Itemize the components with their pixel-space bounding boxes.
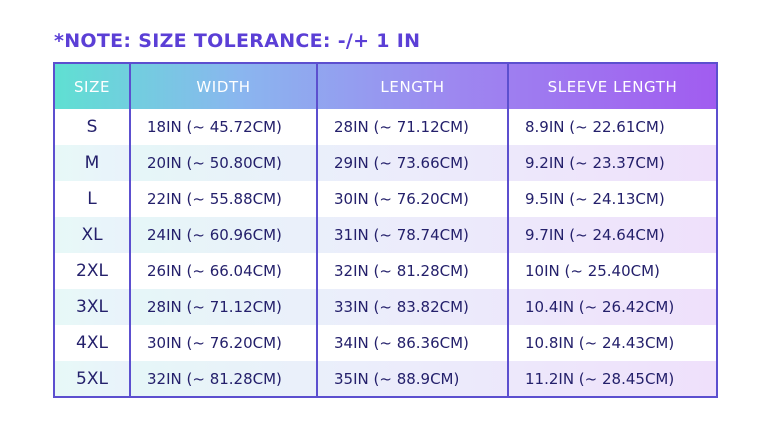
size-cell: XL (54, 217, 130, 253)
size-cell: S (86, 117, 98, 137)
sleeve-length-cell: 9.5IN (~ 24.13CM) (507, 181, 717, 217)
sleeve-length-cell: 10.8IN (~ 24.43CM) (507, 325, 717, 361)
table-header-row: SIZE WIDTH LENGTH SLEEVE LENGTH (54, 63, 717, 109)
table-row: 4XL 30IN (~ 76.20CM) 34IN (~ 86.36CM) 10… (54, 325, 717, 361)
width-cell: 20IN (~ 50.80CM) (129, 145, 317, 181)
header-length: LENGTH (316, 63, 508, 109)
header-size: SIZE (73, 77, 111, 96)
sleeve-length-cell: 10IN (~ 25.40CM) (507, 253, 717, 289)
table-row: 5XL 32IN (~ 81.28CM) 35IN (~ 88.9CM) 11.… (54, 361, 717, 397)
length-cell: 28IN (~ 71.12CM) (316, 109, 508, 145)
size-cell: 4XL (76, 333, 108, 353)
size-cell: L (87, 189, 97, 209)
width-cell: 18IN (~ 45.72CM) (129, 109, 317, 145)
width-cell: 26IN (~ 66.04CM) (129, 253, 317, 289)
table-row: L 22IN (~ 55.88CM) 30IN (~ 76.20CM) 9.5I… (54, 181, 717, 217)
table-row: XL 24IN (~ 60.96CM) 31IN (~ 78.74CM) 9.7… (54, 217, 717, 253)
length-cell: 30IN (~ 76.20CM) (316, 181, 508, 217)
table-row: M 20IN (~ 50.80CM) 29IN (~ 73.66CM) 9.2I… (54, 145, 717, 181)
table-row: S 18IN (~ 45.72CM) 28IN (~ 71.12CM) 8.9I… (54, 109, 717, 145)
width-cell: 32IN (~ 81.28CM) (129, 361, 317, 397)
sleeve-length-cell: 10.4IN (~ 26.42CM) (507, 289, 717, 325)
header-sleeve-length: SLEEVE LENGTH (507, 63, 717, 109)
length-cell: 35IN (~ 88.9CM) (316, 361, 508, 397)
sleeve-length-cell: 9.7IN (~ 24.64CM) (507, 217, 717, 253)
length-cell: 33IN (~ 83.82CM) (316, 289, 508, 325)
sleeve-length-cell: 11.2IN (~ 28.45CM) (507, 361, 717, 397)
width-cell: 24IN (~ 60.96CM) (129, 217, 317, 253)
size-cell: 3XL (54, 289, 130, 325)
table-row: 3XL 28IN (~ 71.12CM) 33IN (~ 83.82CM) 10… (54, 289, 717, 325)
header-width: WIDTH (129, 63, 317, 109)
size-cell: 2XL (76, 261, 108, 281)
table-row: 2XL 26IN (~ 66.04CM) 32IN (~ 81.28CM) 10… (54, 253, 717, 289)
width-cell: 28IN (~ 71.12CM) (129, 289, 317, 325)
size-cell: 5XL (54, 361, 130, 397)
width-cell: 30IN (~ 76.20CM) (129, 325, 317, 361)
length-cell: 31IN (~ 78.74CM) (316, 217, 508, 253)
sleeve-length-cell: 8.9IN (~ 22.61CM) (507, 109, 717, 145)
sleeve-length-cell: 9.2IN (~ 23.37CM) (507, 145, 717, 181)
width-cell: 22IN (~ 55.88CM) (129, 181, 317, 217)
length-cell: 32IN (~ 81.28CM) (316, 253, 508, 289)
size-tolerance-note: *NOTE: SIZE TOLERANCE: -/+ 1 IN (54, 30, 421, 52)
size-cell: M (54, 145, 130, 181)
size-chart-table: SIZE WIDTH LENGTH SLEEVE LENGTH S 18IN (… (53, 62, 718, 398)
length-cell: 29IN (~ 73.66CM) (316, 145, 508, 181)
length-cell: 34IN (~ 86.36CM) (316, 325, 508, 361)
